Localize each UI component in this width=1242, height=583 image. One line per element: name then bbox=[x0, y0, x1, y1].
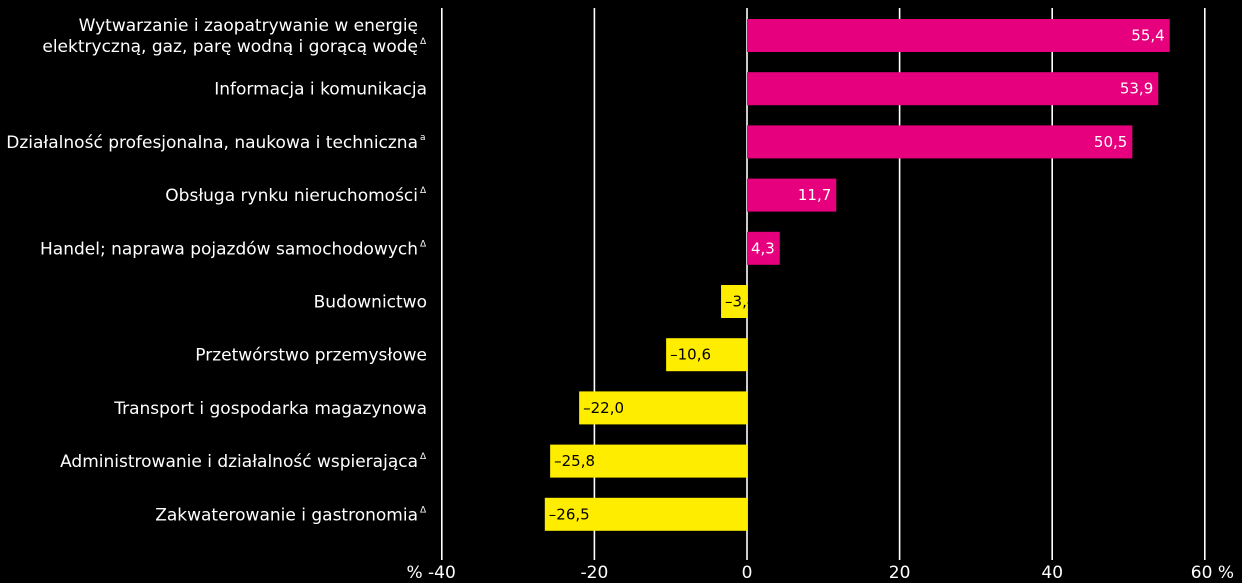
footnote-marker: Δ bbox=[420, 186, 427, 196]
footnote-marker: a bbox=[420, 133, 426, 143]
bar bbox=[544, 497, 747, 531]
bars: 55,4 53,9 50,5 11,7 4,3 –3,4 –10,6 –22,0 –25,8 –2… bbox=[544, 19, 1170, 531]
tick-label: 20 bbox=[889, 563, 911, 583]
bar bbox=[579, 391, 747, 425]
category-label: Zakwaterowanie i gastronomia bbox=[155, 505, 418, 525]
category-label: elektryczną, gaz, parę wodną i gorącą wo… bbox=[42, 37, 418, 57]
bar bbox=[747, 231, 780, 265]
value-label: –22,0 bbox=[583, 399, 624, 417]
bar bbox=[666, 338, 747, 372]
tick-labels: % -40 -20 0 20 40 60 % bbox=[406, 563, 1234, 583]
value-label: 53,9 bbox=[1120, 80, 1153, 98]
category-label: Przetwórstwo przemysłowe bbox=[195, 346, 427, 366]
category-label: Transport i gospodarka magazynowa bbox=[113, 399, 427, 419]
value-label: 50,5 bbox=[1094, 133, 1127, 151]
bar bbox=[550, 444, 747, 478]
category-label: Handel; naprawa pojazdów samochodowych bbox=[40, 239, 418, 259]
value-label: –25,8 bbox=[554, 452, 595, 470]
value-label: –26,5 bbox=[549, 505, 590, 523]
bar bbox=[747, 125, 1133, 159]
value-label: –10,6 bbox=[670, 346, 711, 364]
value-label: 11,7 bbox=[798, 186, 831, 204]
tick-label: 60 % bbox=[1191, 563, 1234, 583]
category-label: Administrowanie i działalność wspierając… bbox=[60, 452, 418, 472]
bar bbox=[747, 178, 837, 212]
value-label: 55,4 bbox=[1131, 27, 1164, 45]
footnote-marker: Δ bbox=[420, 37, 427, 47]
tick-label: % -40 bbox=[406, 563, 455, 583]
footnote-marker: Δ bbox=[420, 452, 427, 462]
category-label: Obsługa rynku nieruchomości bbox=[165, 186, 418, 206]
category-label: Budownictwo bbox=[314, 293, 427, 313]
category-label: Działalność profesjonalna, naukowa i tec… bbox=[6, 133, 418, 153]
category-label: Informacja i komunikacja bbox=[214, 80, 427, 100]
value-label: –3,4 bbox=[725, 293, 756, 311]
value-label: 4,3 bbox=[751, 239, 775, 257]
category-labels: Wytwarzanie i zaopatrywanie w energięele… bbox=[6, 16, 427, 525]
bar bbox=[747, 72, 1159, 106]
bar bbox=[747, 19, 1170, 52]
tick-label: 0 bbox=[742, 563, 753, 583]
footnote-marker: Δ bbox=[420, 239, 427, 249]
category-label: Wytwarzanie i zaopatrywanie w energię bbox=[79, 16, 418, 36]
tick-label: 40 bbox=[1041, 563, 1063, 583]
footnote-marker: Δ bbox=[420, 505, 427, 515]
bar bbox=[721, 285, 747, 318]
tick-label: -20 bbox=[581, 563, 609, 583]
